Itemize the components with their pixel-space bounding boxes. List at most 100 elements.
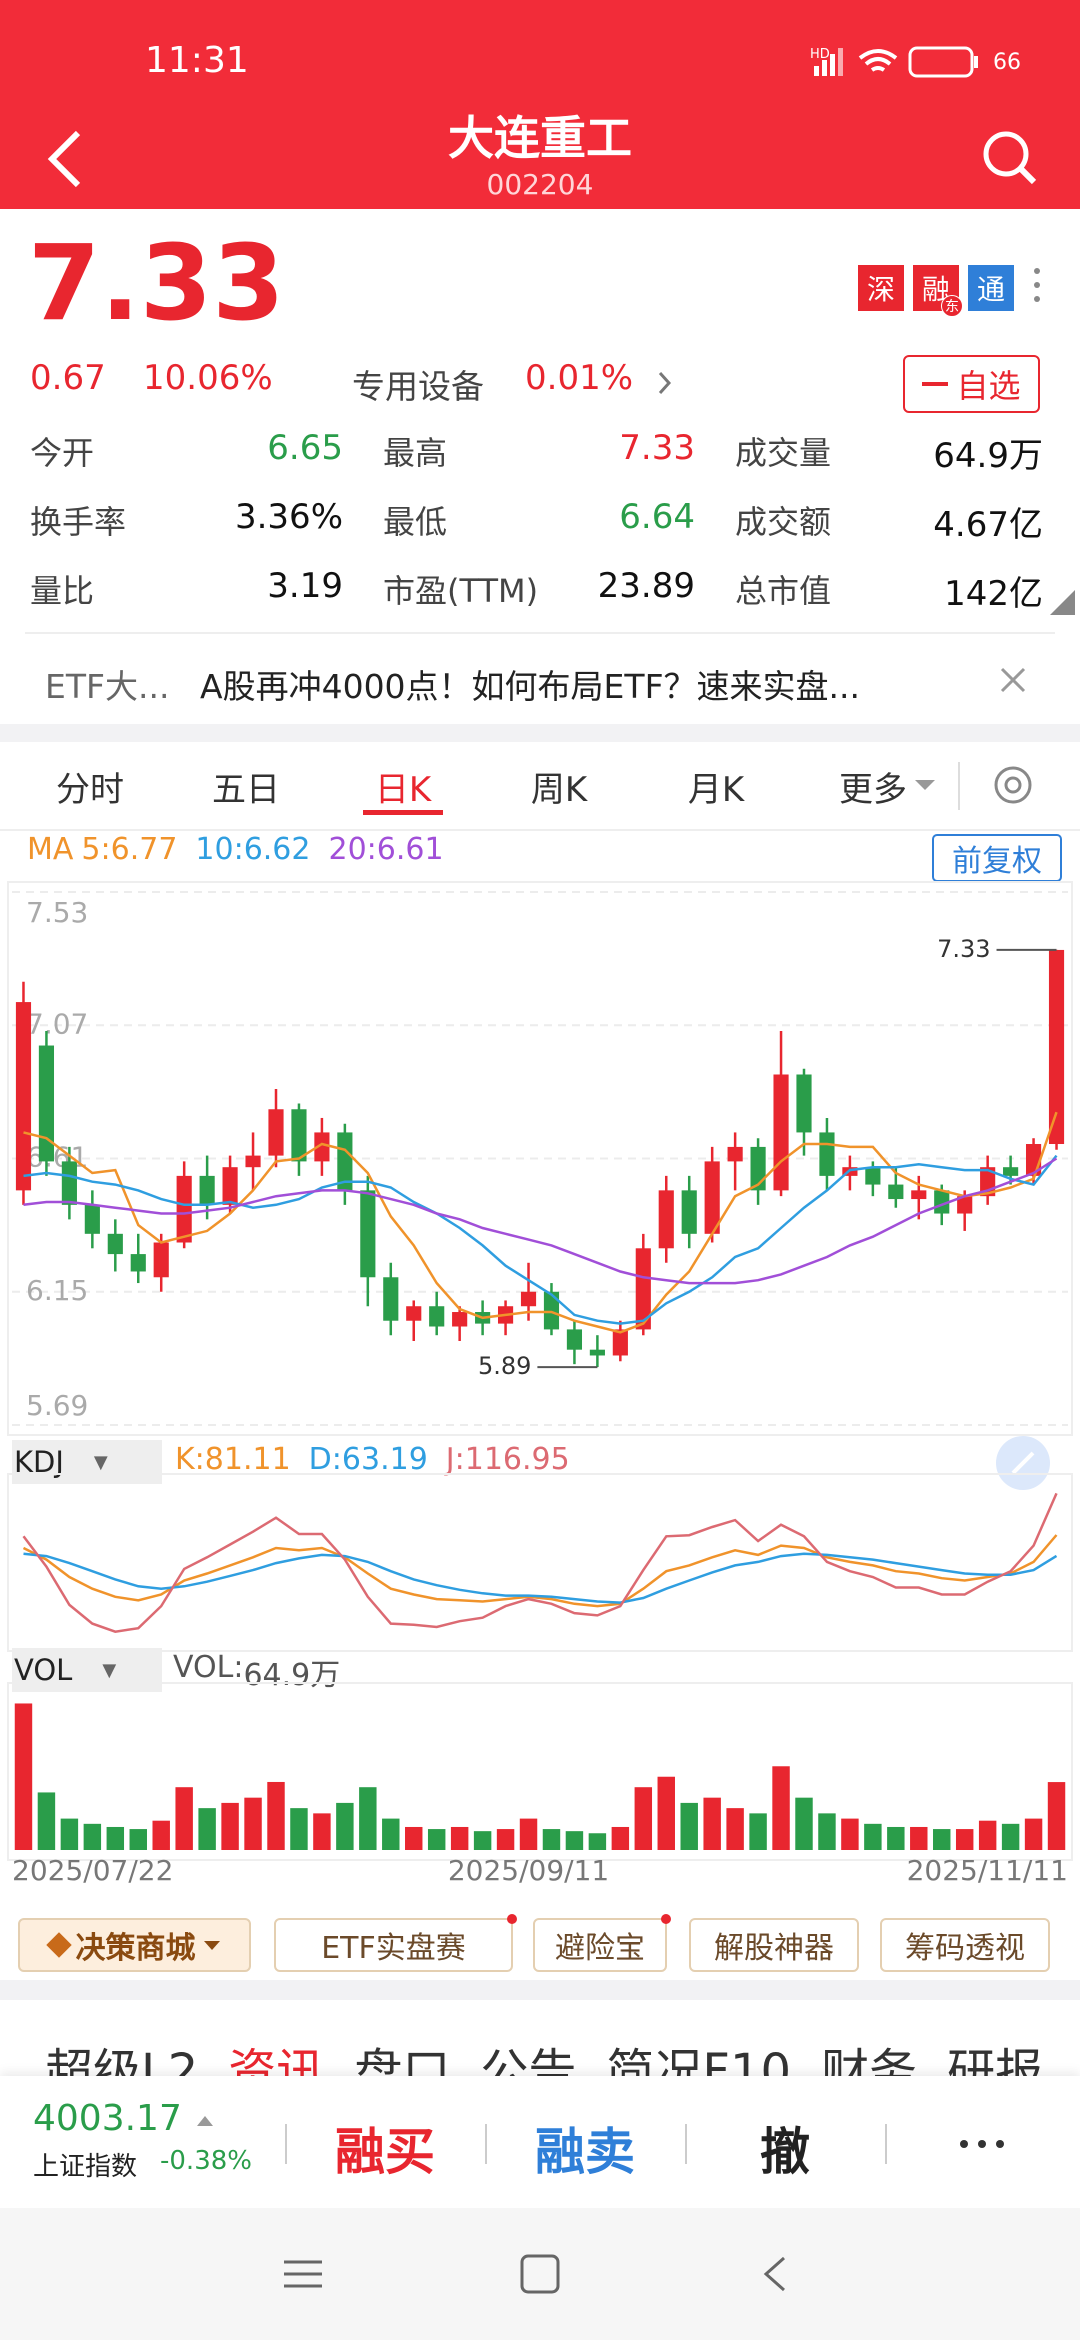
tool-button[interactable]: ETF实盘赛 [274, 1914, 517, 1972]
volume-bar [1047, 1782, 1066, 1850]
candle-body [1048, 949, 1065, 1145]
volume-bar [313, 1813, 331, 1850]
period-tab[interactable]: 日K [374, 770, 432, 810]
settings-icon[interactable] [988, 760, 1038, 810]
more-dots[interactable] [1034, 268, 1040, 302]
stat-value: 3.19 [267, 566, 343, 606]
tool-caret [203, 1940, 220, 1950]
candle-body [566, 1329, 583, 1350]
y-tick-label: 6.15 [26, 1274, 88, 1307]
adjust-button[interactable]: 前复权 [932, 834, 1062, 882]
legend-name: 5: [81, 832, 111, 867]
tool-button[interactable]: 避险宝 [533, 1914, 671, 1972]
bottom-bar: 4003.17 上证指数 -0.38% 融买 融卖 撤 [0, 2076, 1080, 2208]
sector[interactable]: 专用设备 [352, 367, 484, 406]
legend-item: J: 116.95 [446, 1442, 570, 1477]
volume-bar [955, 1829, 974, 1850]
volume-bar [60, 1818, 79, 1850]
action-button[interactable]: 撤 [760, 2123, 810, 2181]
period-tab[interactable]: 周K [530, 770, 588, 810]
tool-button[interactable]: 筹码透视 [880, 1918, 1050, 1972]
candle-body [727, 1146, 743, 1162]
close-banner[interactable] [998, 665, 1028, 695]
search-button[interactable] [980, 128, 1040, 188]
candle-body [911, 1190, 927, 1200]
divider [25, 632, 1055, 634]
candle-body [589, 1349, 605, 1356]
candle-body [222, 1167, 238, 1205]
volume-bar [290, 1808, 308, 1850]
volume-bar [565, 1831, 584, 1850]
panel-frame [7, 1682, 1073, 1861]
legend-name: K: [175, 1442, 205, 1477]
volume-bar [864, 1823, 882, 1850]
period-tab[interactable]: 更多 [839, 770, 907, 810]
action-button[interactable]: 融卖 [535, 2123, 635, 2181]
kdj-legend: K: 81.11 D: 63.19 J: 116.95 [175, 1442, 570, 1477]
tool-button[interactable]: 决策商城 [18, 1918, 251, 1972]
volume-bar [473, 1831, 492, 1850]
high-label: 7.33 [937, 935, 990, 963]
candle-body [796, 1074, 812, 1133]
candle-body [130, 1254, 146, 1272]
x-tick-label: 2025/11/11 [907, 1854, 1068, 1887]
price: 7.33 [28, 222, 285, 344]
tool-label: 筹码透视 [905, 1931, 1025, 1966]
period-tab[interactable]: 五日 [212, 770, 280, 810]
candle-body [291, 1109, 307, 1162]
kdj-line [22, 1492, 1058, 1633]
back-button[interactable] [40, 125, 90, 195]
legend-prefix: MA [27, 832, 74, 867]
candle-body [865, 1167, 881, 1185]
period-tab[interactable]: 月K [687, 770, 745, 810]
expand-icon[interactable] [995, 1435, 1051, 1491]
candle-body [337, 1132, 353, 1191]
action-button[interactable]: 融买 [335, 2123, 435, 2181]
app-header: 11:31 HD 66 大连重工 002204 [0, 0, 1080, 209]
more-actions[interactable] [960, 2140, 1004, 2148]
tool-label: 决策商城 [75, 1931, 196, 1966]
dot [978, 2140, 986, 2148]
tool-icon [45, 1932, 72, 1958]
ma-legend: MA 5: 6.77 10: 6.62 20: 6.61 [27, 832, 444, 867]
candle-body [245, 1155, 261, 1168]
candle-body [543, 1291, 560, 1330]
stat-value: 6.64 [619, 497, 695, 537]
candle-body [681, 1190, 697, 1234]
volume-bar [336, 1802, 354, 1850]
volume-bar [588, 1833, 607, 1850]
panel-frame [7, 1473, 1073, 1652]
vol-selector[interactable]: VOL ▼ [12, 1648, 162, 1692]
candle-body [360, 1190, 376, 1278]
volume-bar [542, 1829, 561, 1850]
tool-label: 避险宝 [555, 1931, 645, 1966]
tool-button[interactable]: 解股神器 [689, 1918, 859, 1972]
legend-value: 6.77 [110, 832, 178, 867]
up-arrow [197, 2116, 213, 2126]
volume-bar [519, 1818, 538, 1850]
stat-label: 成交量 [735, 434, 832, 472]
stat-label: 最低 [383, 503, 448, 541]
candle-body [61, 1161, 77, 1205]
volume-bar [680, 1802, 698, 1850]
tool-label: 解股神器 [714, 1931, 834, 1966]
volume-bar [887, 1826, 905, 1850]
period-tab[interactable]: 分时 [56, 770, 124, 810]
status-time: 11:31 [145, 40, 249, 81]
candle-body [520, 1291, 537, 1307]
badge-sub: 东 [941, 295, 963, 317]
legend-value: 6.62 [243, 832, 311, 867]
volume-bar [14, 1703, 33, 1850]
volume-bar [978, 1820, 997, 1850]
legend-value: 116.95 [464, 1442, 570, 1477]
watch-button[interactable]: 自选 [903, 355, 1040, 413]
badges: 深融东通 [858, 265, 1014, 317]
legend-item: 10: 6.62 [195, 832, 310, 867]
x-tick-label: 2025/09/11 [448, 1854, 609, 1887]
volume-bar [496, 1829, 515, 1850]
dot [996, 2140, 1004, 2148]
banner-text[interactable]: A股再冲4000点！如何布局ETF？速来实盘... [200, 667, 861, 706]
candle-body [314, 1132, 330, 1162]
